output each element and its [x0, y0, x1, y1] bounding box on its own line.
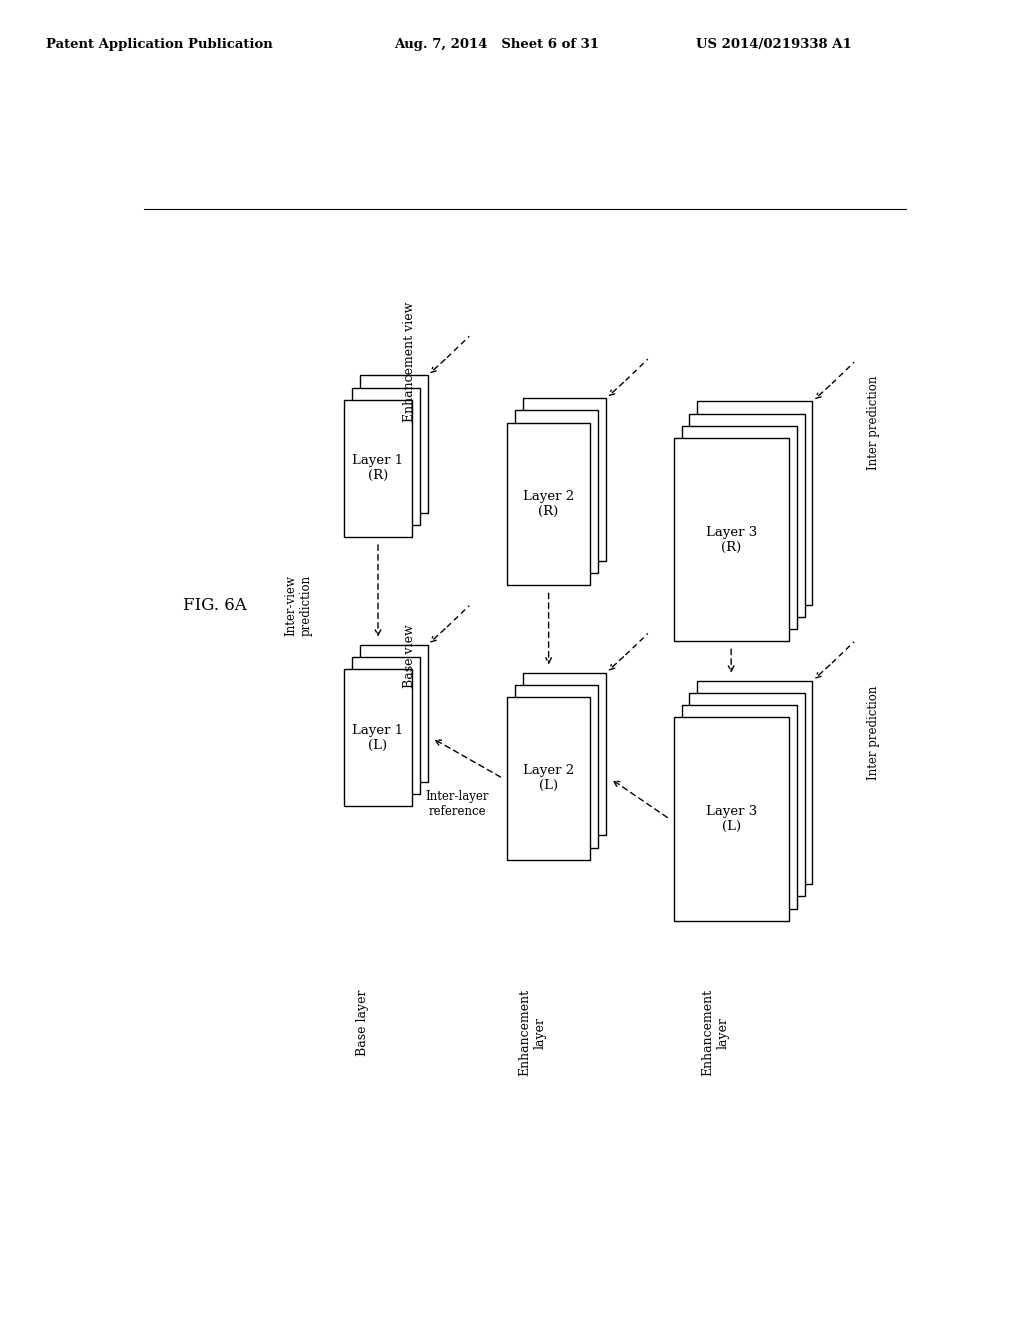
- Text: Aug. 7, 2014   Sheet 6 of 31: Aug. 7, 2014 Sheet 6 of 31: [394, 38, 599, 51]
- Bar: [507, 422, 590, 585]
- Text: Enhancement
layer: Enhancement layer: [519, 989, 547, 1076]
- Text: FIG. 6A: FIG. 6A: [183, 597, 247, 614]
- Text: Patent Application Publication: Patent Application Publication: [46, 38, 272, 51]
- Text: Base layer: Base layer: [355, 989, 369, 1056]
- Text: Enhancement
layer: Enhancement layer: [701, 989, 729, 1076]
- Bar: [697, 401, 812, 605]
- Bar: [682, 426, 797, 630]
- Bar: [689, 413, 805, 616]
- Text: Layer 2
(L): Layer 2 (L): [523, 764, 574, 792]
- Bar: [344, 400, 412, 537]
- Bar: [515, 685, 598, 847]
- Bar: [352, 388, 420, 525]
- Bar: [360, 644, 428, 781]
- Bar: [682, 705, 797, 908]
- Bar: [344, 669, 412, 807]
- Bar: [697, 681, 812, 884]
- Text: Layer 2
(R): Layer 2 (R): [523, 490, 574, 517]
- Bar: [523, 673, 606, 836]
- Text: Layer 3
(R): Layer 3 (R): [706, 525, 757, 553]
- Text: Inter prediction: Inter prediction: [867, 685, 881, 780]
- Bar: [507, 697, 590, 859]
- Bar: [689, 693, 805, 896]
- Bar: [360, 375, 428, 512]
- Text: Layer 3
(L): Layer 3 (L): [706, 805, 757, 833]
- Text: US 2014/0219338 A1: US 2014/0219338 A1: [696, 38, 852, 51]
- Bar: [352, 657, 420, 795]
- Text: Inter-view
prediction: Inter-view prediction: [285, 576, 312, 636]
- Text: Inter prediction: Inter prediction: [867, 375, 881, 470]
- Text: Layer 1
(R): Layer 1 (R): [352, 454, 403, 482]
- Text: Inter-layer
reference: Inter-layer reference: [426, 789, 489, 818]
- Text: Enhancement view: Enhancement view: [403, 301, 416, 422]
- Text: Base view: Base view: [403, 624, 416, 688]
- Bar: [515, 411, 598, 573]
- Text: Layer 1
(L): Layer 1 (L): [352, 723, 403, 752]
- Bar: [674, 718, 788, 921]
- Bar: [674, 438, 788, 642]
- Bar: [523, 399, 606, 561]
